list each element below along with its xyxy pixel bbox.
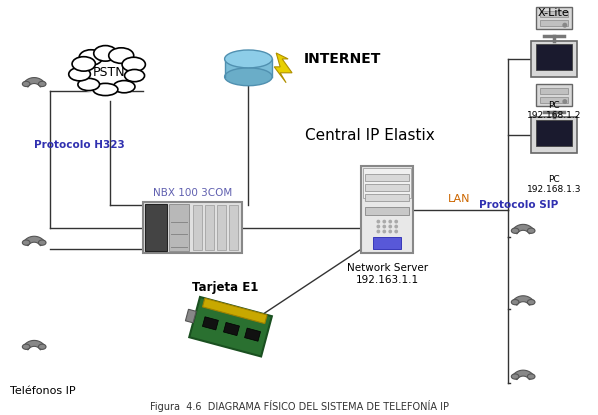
Text: PSTN: PSTN xyxy=(93,66,126,79)
Bar xyxy=(373,237,401,249)
Ellipse shape xyxy=(527,228,535,233)
Bar xyxy=(531,41,576,77)
Text: Tarjeta E1: Tarjeta E1 xyxy=(193,281,259,294)
Ellipse shape xyxy=(113,81,135,93)
Polygon shape xyxy=(23,236,45,246)
Circle shape xyxy=(395,230,398,233)
Bar xyxy=(540,20,568,26)
Text: NBX 100 3COM: NBX 100 3COM xyxy=(153,188,233,198)
Ellipse shape xyxy=(38,240,46,245)
Text: PC
192.168.1.3: PC 192.168.1.3 xyxy=(527,175,581,194)
Ellipse shape xyxy=(511,300,519,305)
Text: LAN: LAN xyxy=(447,194,470,204)
Circle shape xyxy=(395,220,398,223)
Circle shape xyxy=(383,225,386,228)
Bar xyxy=(364,168,411,198)
Ellipse shape xyxy=(72,57,96,71)
Text: Protocolo SIP: Protocolo SIP xyxy=(478,200,558,210)
Bar xyxy=(185,309,196,323)
Circle shape xyxy=(377,230,380,233)
Polygon shape xyxy=(23,340,45,350)
Bar xyxy=(531,117,576,153)
Ellipse shape xyxy=(22,240,30,245)
Bar xyxy=(536,84,572,105)
Polygon shape xyxy=(274,53,292,83)
Bar xyxy=(365,194,409,201)
Circle shape xyxy=(377,220,380,223)
Ellipse shape xyxy=(225,68,272,85)
Bar xyxy=(365,174,409,181)
Bar xyxy=(203,298,267,324)
Circle shape xyxy=(383,230,386,233)
Polygon shape xyxy=(512,370,535,380)
Ellipse shape xyxy=(94,46,117,61)
Bar xyxy=(245,328,261,341)
Circle shape xyxy=(377,225,380,228)
Text: Figura  4.6  DIAGRAMA FÍSICO DEL SISTEMA DE TELEFONÍA IP: Figura 4.6 DIAGRAMA FÍSICO DEL SISTEMA D… xyxy=(150,400,448,412)
Bar xyxy=(145,204,167,251)
Text: X-Lite: X-Lite xyxy=(538,8,570,18)
Ellipse shape xyxy=(511,374,519,379)
Bar xyxy=(205,205,213,250)
Bar xyxy=(540,97,568,103)
Circle shape xyxy=(563,23,566,27)
Bar xyxy=(365,207,409,215)
Circle shape xyxy=(395,225,398,228)
Text: Central IP Elastix: Central IP Elastix xyxy=(304,128,434,143)
Ellipse shape xyxy=(511,228,519,233)
Ellipse shape xyxy=(79,50,102,65)
Bar xyxy=(216,205,225,250)
Circle shape xyxy=(389,220,392,223)
Ellipse shape xyxy=(68,51,151,95)
Ellipse shape xyxy=(225,50,272,68)
Bar xyxy=(540,88,568,94)
Bar xyxy=(193,205,202,250)
Bar xyxy=(202,317,218,330)
Bar xyxy=(225,59,272,77)
Ellipse shape xyxy=(69,68,90,81)
Circle shape xyxy=(389,230,392,233)
Ellipse shape xyxy=(122,57,145,72)
Bar xyxy=(224,322,239,336)
Ellipse shape xyxy=(527,374,535,379)
Ellipse shape xyxy=(109,48,134,63)
Text: Protocolo H323: Protocolo H323 xyxy=(34,140,125,150)
Circle shape xyxy=(383,220,386,223)
Bar xyxy=(536,7,572,29)
Ellipse shape xyxy=(78,78,99,90)
Bar xyxy=(169,204,189,251)
Ellipse shape xyxy=(38,81,46,87)
Ellipse shape xyxy=(124,69,145,82)
Text: INTERNET: INTERNET xyxy=(304,52,382,66)
Bar xyxy=(365,184,409,191)
Text: PC
192.168.1.2: PC 192.168.1.2 xyxy=(527,100,581,120)
Bar xyxy=(228,205,237,250)
Bar xyxy=(536,120,572,146)
Circle shape xyxy=(389,225,392,228)
Ellipse shape xyxy=(22,344,30,349)
Bar xyxy=(189,297,272,356)
Polygon shape xyxy=(512,225,535,234)
Circle shape xyxy=(563,100,566,103)
Text: Teléfonos IP: Teléfonos IP xyxy=(10,386,76,396)
Polygon shape xyxy=(512,296,535,305)
Bar xyxy=(361,166,413,253)
Ellipse shape xyxy=(38,344,46,349)
Bar xyxy=(540,11,568,17)
Bar xyxy=(536,44,572,70)
Ellipse shape xyxy=(93,83,118,95)
Bar xyxy=(144,202,242,253)
Ellipse shape xyxy=(527,300,535,305)
Text: Network Server
192.163.1.1: Network Server 192.163.1.1 xyxy=(347,263,428,285)
Polygon shape xyxy=(23,78,45,87)
Ellipse shape xyxy=(22,81,30,87)
